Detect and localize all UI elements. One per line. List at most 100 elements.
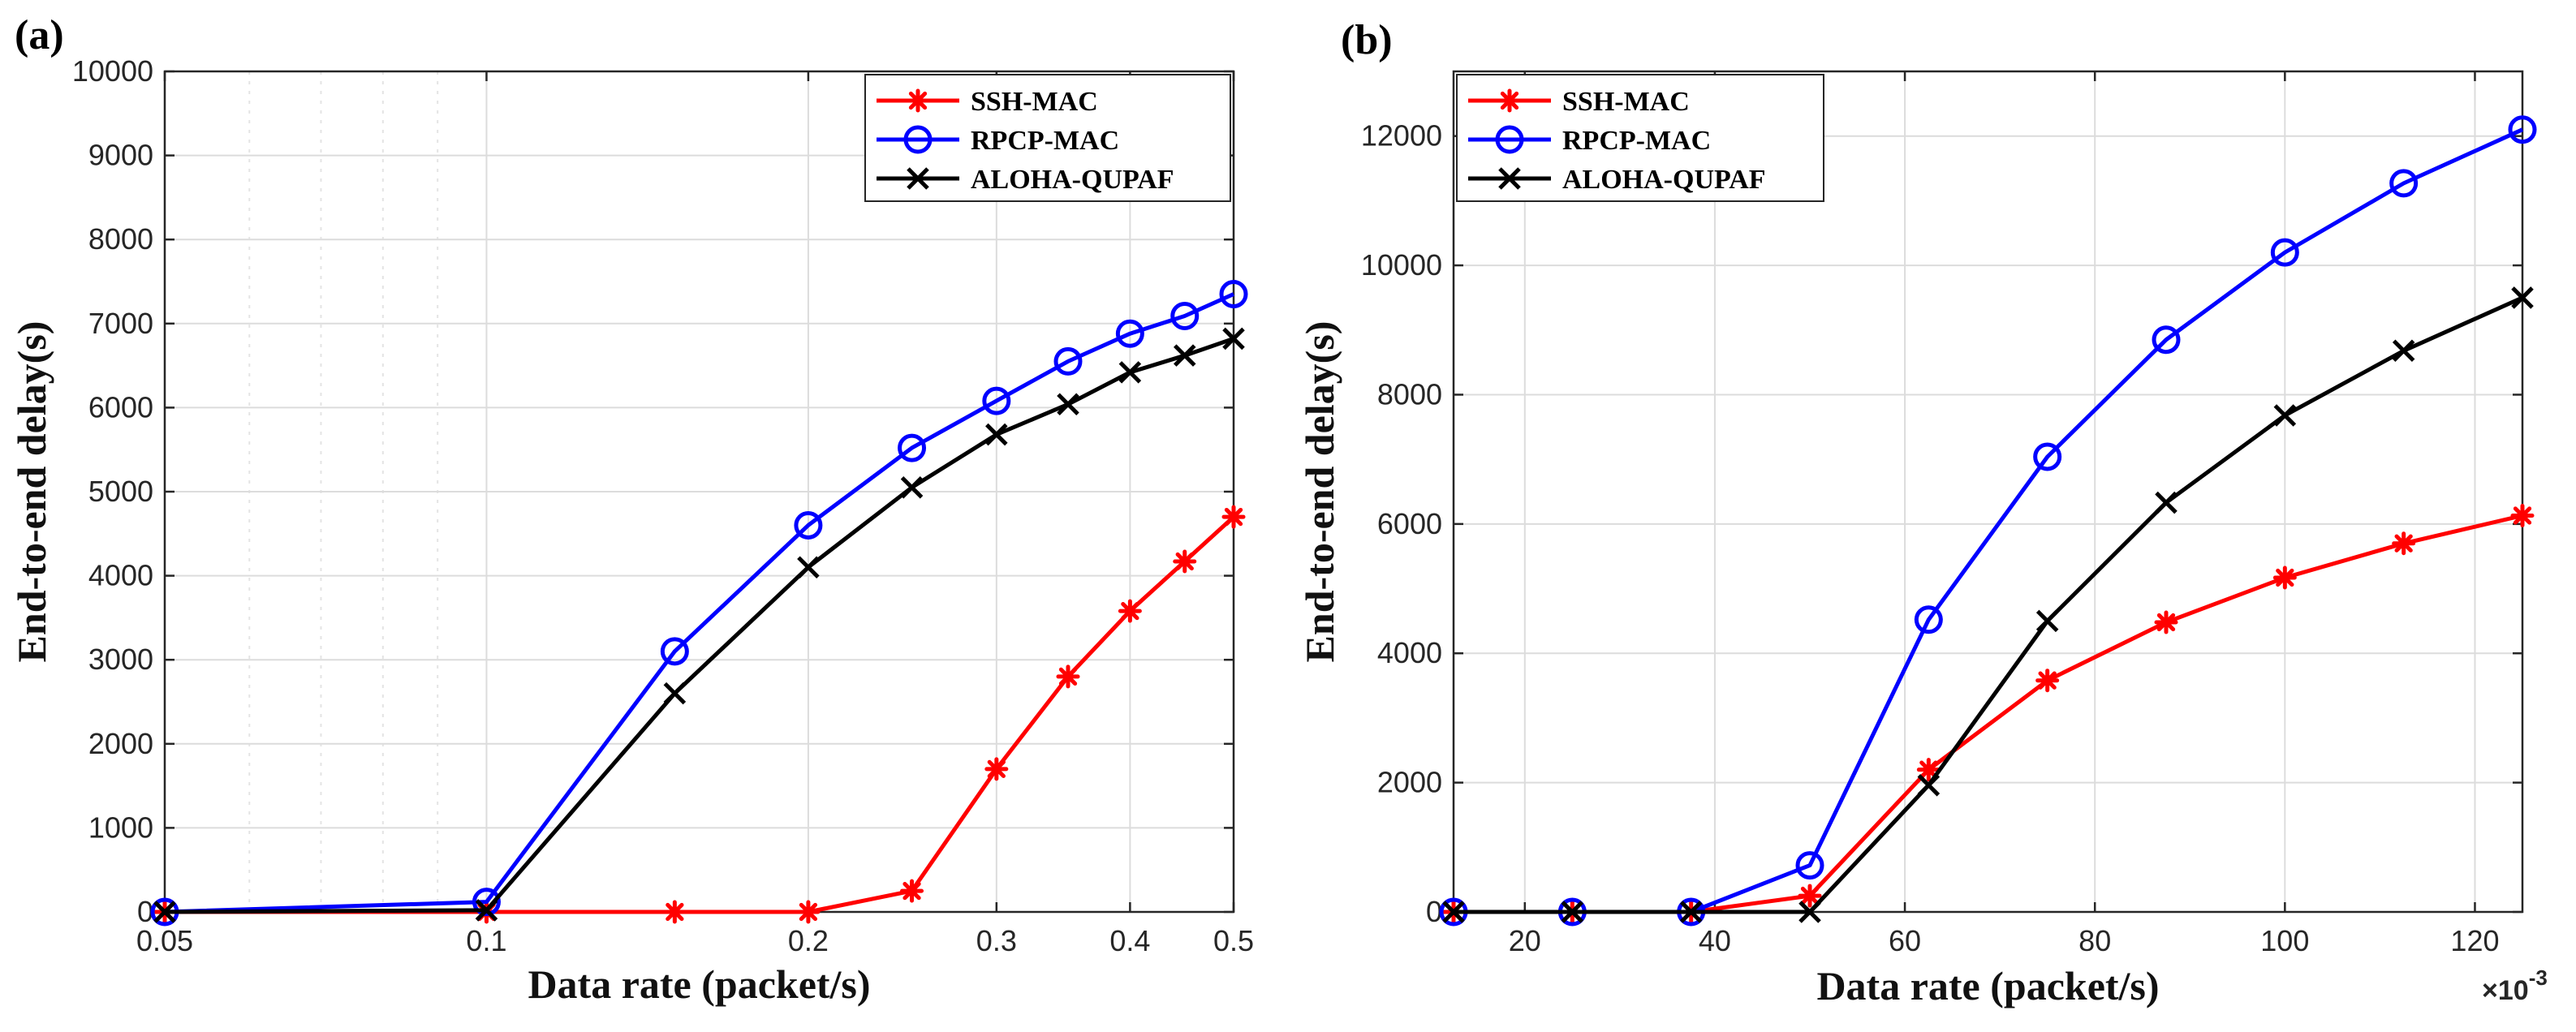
data-point	[1173, 549, 1197, 574]
y-tick-label: 6000	[88, 390, 153, 424]
y-tick-label: 4000	[88, 559, 153, 592]
x-tick-label: 0.1	[466, 924, 506, 957]
x-axis-exponent-power: -3	[2529, 965, 2548, 990]
data-point	[900, 879, 924, 903]
data-point	[900, 476, 924, 499]
y-tick-label: 7000	[88, 307, 153, 340]
x-tick-label: 0.5	[1213, 924, 1254, 957]
data-point	[2392, 531, 2416, 556]
data-point	[475, 899, 498, 922]
data-point	[2154, 610, 2178, 634]
y-tick-label: 12000	[1361, 119, 1442, 153]
data-point	[794, 510, 823, 540]
y-tick-label: 0	[1426, 895, 1442, 928]
x-tick-label: 0.3	[976, 924, 1017, 957]
legend-item: SSH-MAC	[877, 87, 1098, 117]
legend: SSH-MAC RPCP-MAC ALOHA-QUPAF	[864, 74, 1231, 202]
legend-label: SSH-MAC	[971, 87, 1098, 117]
data-point	[1798, 884, 1822, 908]
legend-label: RPCP-MAC	[971, 126, 1119, 156]
y-tick-label: 4000	[1377, 636, 1442, 669]
legend-marker	[906, 88, 930, 113]
y-tick-label: 8000	[88, 222, 153, 256]
legend-item: SSH-MAC	[1468, 87, 1690, 117]
x-axis-label: Data rate (packet/s)	[1816, 963, 2159, 1008]
data-point	[797, 556, 820, 579]
data-point	[1118, 599, 1142, 623]
series-line	[165, 515, 1235, 914]
plot-area	[1454, 71, 2522, 912]
x-tick-label: 20	[1509, 924, 1541, 957]
series-rpcp-mac	[150, 280, 1248, 927]
y-tick-label: 2000	[88, 727, 153, 760]
y-tick-label: 2000	[1377, 766, 1442, 799]
data-point	[1118, 361, 1142, 384]
data-point	[153, 901, 176, 923]
series-line	[1454, 295, 2524, 914]
data-point	[984, 757, 1009, 781]
data-point	[985, 423, 1008, 446]
legend-label: RPCP-MAC	[1562, 126, 1711, 156]
data-point	[982, 386, 1011, 415]
x-tick-label: 0.05	[136, 924, 193, 957]
data-point	[472, 888, 501, 917]
series-aloha-qupaf	[153, 327, 1245, 923]
data-point	[2155, 491, 2178, 514]
series-line	[164, 292, 1235, 914]
data-point	[1914, 605, 1943, 634]
data-point	[1221, 505, 1246, 529]
data-point	[660, 637, 689, 666]
data-point	[1053, 346, 1083, 376]
legend-marker	[903, 125, 933, 154]
data-point	[2272, 565, 2297, 590]
data-point	[898, 433, 927, 462]
data-point	[1442, 901, 1465, 923]
x-tick-label: 0.4	[1109, 924, 1150, 957]
data-point	[2510, 503, 2535, 527]
panel-a: 0.05 0.1 0.2 0.3 0.4 0.5 0 1000 2000 3000 4000 5000…	[9, 12, 1254, 1007]
data-point	[2511, 286, 2534, 309]
legend-item: RPCP-MAC	[1468, 125, 1711, 156]
x-tick-label: 120	[2450, 924, 2499, 957]
panel-label: (a)	[15, 12, 64, 58]
data-point	[1561, 901, 1584, 923]
data-point	[1222, 327, 1245, 350]
x-tick-label: 60	[1889, 924, 1921, 957]
x-tick-label: 40	[1699, 924, 1731, 957]
panel-b: 20 40 60 80 100 120 0 2000 4000 6000 8000 10000 1200…	[1297, 17, 2548, 1008]
data-point	[1798, 901, 1821, 923]
y-tick-label: 10000	[72, 54, 153, 88]
y-tick-label: 6000	[1377, 507, 1442, 540]
y-axis-label: End-to-end delay(s)	[9, 321, 54, 663]
data-point	[663, 682, 687, 705]
data-point	[2033, 442, 2062, 471]
data-point	[1115, 319, 1144, 348]
data-point	[2152, 325, 2181, 355]
legend-item: ALOHA-QUPAF	[877, 165, 1174, 195]
legend-marker	[1495, 125, 1524, 154]
data-point	[796, 900, 821, 924]
data-point	[1173, 344, 1196, 367]
data-point	[1916, 758, 1941, 782]
y-tick-label: 3000	[88, 643, 153, 676]
legend-marker	[1497, 88, 1522, 113]
axes-frame	[1452, 70, 2524, 914]
y-tick-label: 5000	[88, 475, 153, 508]
x-axis-exponent: ×10-3	[2482, 965, 2548, 1006]
data-point	[2035, 609, 2059, 633]
panel-label: (b)	[1341, 17, 1393, 63]
x-tick-label: 100	[2260, 924, 2309, 957]
legend: SSH-MAC RPCP-MAC ALOHA-QUPAF	[1456, 74, 1824, 202]
x-tick-label: 0.2	[788, 924, 829, 957]
y-tick-label: 9000	[88, 139, 153, 172]
data-point	[2508, 115, 2537, 144]
data-point	[2035, 669, 2060, 693]
data-point	[1917, 774, 1941, 797]
legend-label: ALOHA-QUPAF	[971, 165, 1174, 195]
data-point	[2273, 404, 2297, 427]
data-point	[662, 900, 687, 924]
legend-label: ALOHA-QUPAF	[1562, 165, 1766, 195]
data-point	[2392, 339, 2415, 363]
legend-label: SSH-MAC	[1562, 87, 1690, 117]
